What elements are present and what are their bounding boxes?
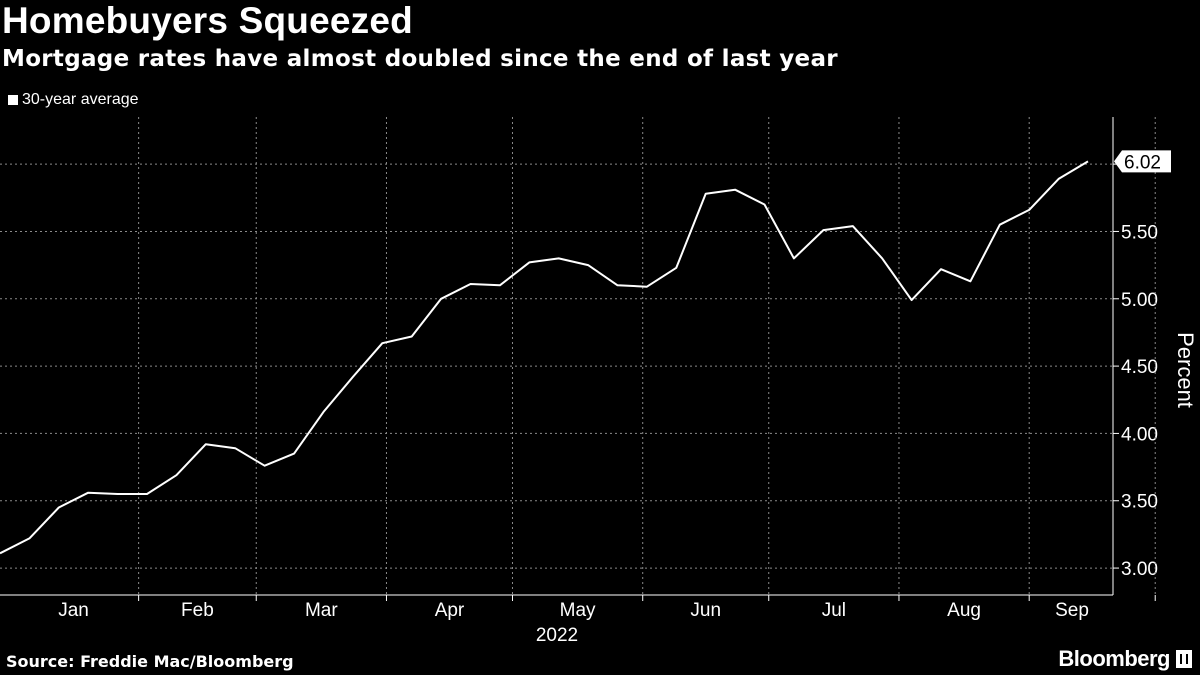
bloomberg-icon (1176, 650, 1192, 668)
chart-subtitle: Mortgage rates have almost doubled since… (2, 46, 838, 72)
x-tick-label: Jul (822, 600, 846, 621)
legend-swatch (8, 95, 18, 105)
x-tick-label: Sep (1055, 600, 1089, 621)
legend: 30-year average (8, 91, 139, 109)
y-axis-title: Percent (1173, 332, 1198, 408)
y-tick-label: 4.00 (1121, 424, 1158, 445)
x-axis-title: 2022 (536, 625, 578, 646)
brand-name: Bloomberg (1058, 646, 1170, 671)
legend-label: 30-year average (22, 91, 139, 108)
x-tick-label: Feb (181, 600, 214, 621)
y-tick-label: 3.00 (1121, 559, 1158, 580)
x-tick-label: Jun (690, 600, 721, 621)
last-value-label: 6.02 (1124, 152, 1161, 173)
brand-logo: Bloomberg (1058, 646, 1192, 672)
last-value-callout (1114, 150, 1171, 173)
chart-title: Homebuyers Squeezed (2, 0, 413, 41)
y-tick-label: 5.00 (1121, 290, 1158, 311)
x-tick-label: May (560, 600, 596, 621)
series-line-30-year-average (0, 160, 1089, 555)
y-tick-label: 5.50 (1121, 222, 1158, 243)
x-tick-label: Aug (947, 600, 981, 621)
x-tick-label: Apr (435, 600, 465, 621)
y-tick-label: 4.50 (1121, 357, 1158, 378)
x-tick-label: Mar (305, 600, 338, 621)
y-tick-label: 3.50 (1121, 492, 1158, 513)
x-tick-label: Jan (58, 600, 89, 621)
source-note: Source: Freddie Mac/Bloomberg (6, 652, 294, 671)
